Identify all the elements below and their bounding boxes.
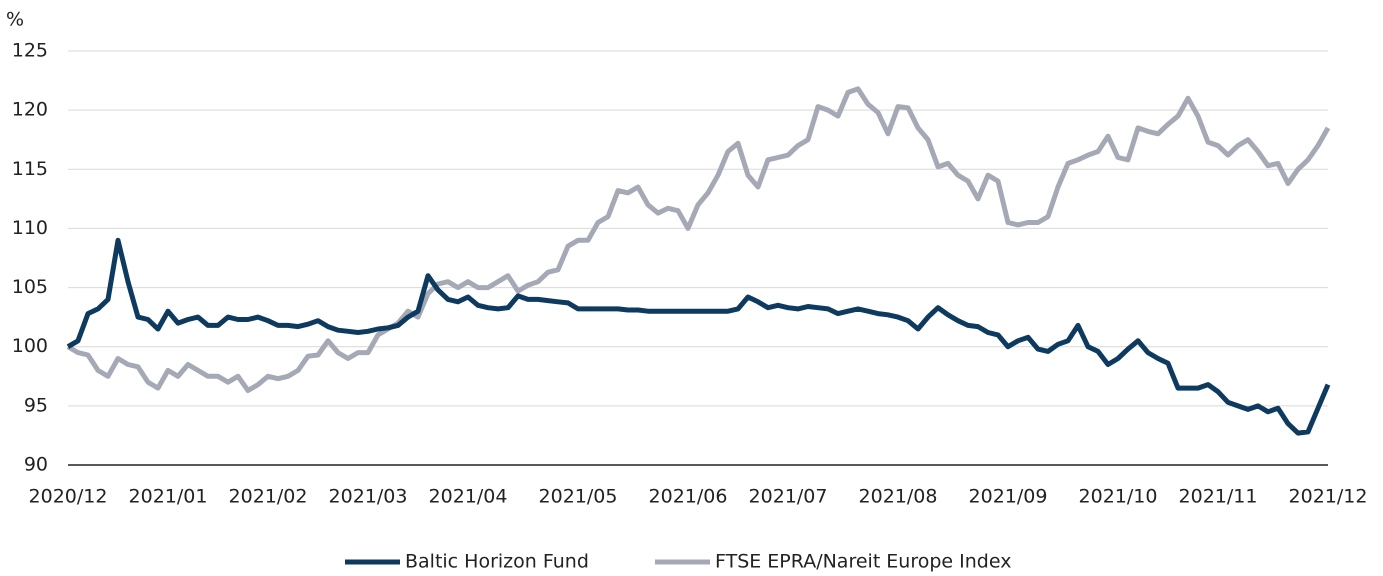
x-tick-label: 2021/11 bbox=[1179, 486, 1258, 508]
x-tick-label: 2021/08 bbox=[859, 486, 938, 508]
y-tick-label: 95 bbox=[24, 394, 48, 416]
y-tick-label: 100 bbox=[12, 335, 48, 357]
y-tick-label: 110 bbox=[12, 217, 48, 239]
y-tick-label: 115 bbox=[12, 158, 48, 180]
x-tick-label: 2020/12 bbox=[29, 486, 108, 508]
x-tick-label: 2021/04 bbox=[429, 486, 508, 508]
x-tick-label: 2021/09 bbox=[969, 486, 1048, 508]
y-tick-label: 105 bbox=[12, 276, 48, 298]
x-tick-label: 2021/10 bbox=[1079, 486, 1158, 508]
series-line bbox=[66, 237, 1331, 436]
x-tick-label: 2021/01 bbox=[129, 486, 208, 508]
y-tick-label: 125 bbox=[12, 40, 48, 62]
x-tick-label: 2021/06 bbox=[649, 486, 728, 508]
y-axis-label: % bbox=[6, 9, 24, 31]
legend-label: FTSE EPRA/Nareit Europe Index bbox=[715, 551, 1011, 573]
legend-label: Baltic Horizon Fund bbox=[405, 551, 589, 573]
x-tick-label: 2021/07 bbox=[749, 486, 828, 508]
series-line bbox=[66, 86, 1331, 393]
x-tick-label: 2021/05 bbox=[539, 486, 618, 508]
x-tick-label: 2021/02 bbox=[229, 486, 308, 508]
x-tick-label: 2021/12 bbox=[1289, 486, 1368, 508]
y-tick-label: 120 bbox=[12, 99, 48, 121]
y-tick-label: 90 bbox=[24, 454, 48, 476]
x-tick-label: 2021/03 bbox=[329, 486, 408, 508]
